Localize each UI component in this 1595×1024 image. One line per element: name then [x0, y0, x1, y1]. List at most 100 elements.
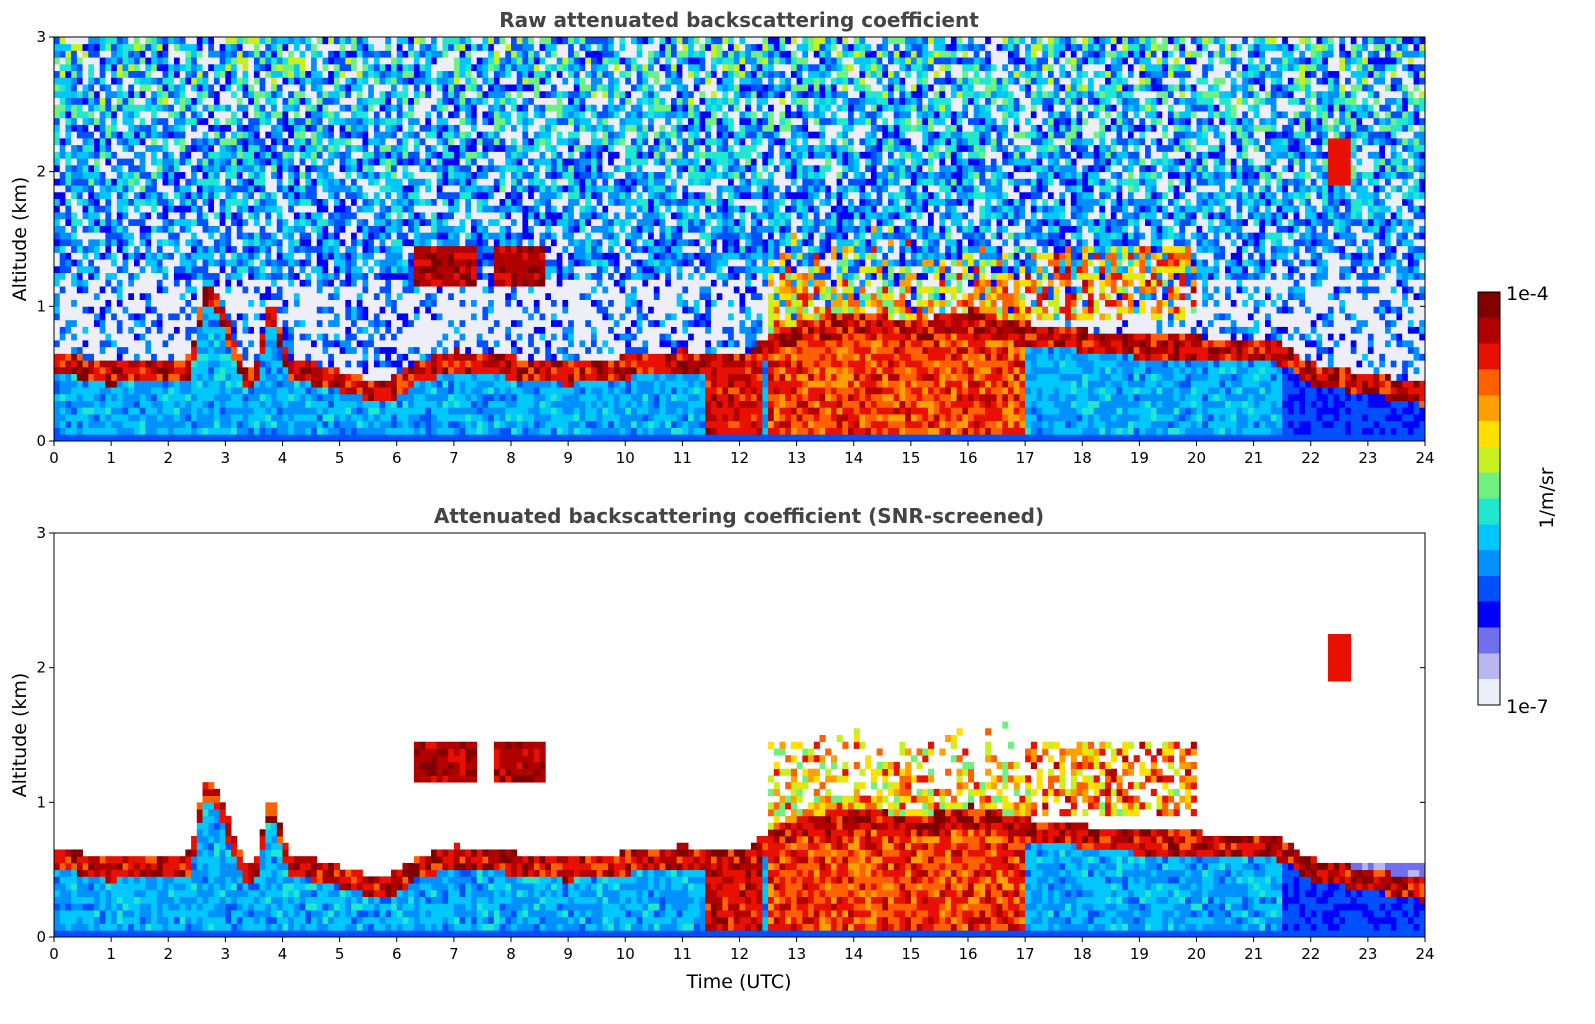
- heatmap-cell: [471, 164, 478, 173]
- heatmap-cell: [333, 434, 341, 442]
- heatmap-cell: [231, 366, 238, 375]
- heatmap-cell: [459, 313, 466, 321]
- heatmap-cell: [385, 259, 392, 267]
- heatmap-cell: [88, 205, 95, 213]
- heatmap-cell: [65, 131, 72, 139]
- heatmap-cell: [93, 171, 101, 179]
- heatmap-cell: [196, 77, 203, 85]
- heatmap-cell: [213, 111, 221, 119]
- heatmap-cell: [299, 178, 306, 186]
- heatmap-cell: [173, 77, 181, 85]
- heatmap-cell: [305, 400, 312, 408]
- heatmap-cell: [139, 205, 146, 213]
- heatmap-cell: [88, 198, 95, 206]
- heatmap-cell: [293, 245, 301, 253]
- heatmap-cell: [185, 272, 192, 280]
- heatmap-cell: [396, 37, 403, 45]
- heatmap-cell: [225, 414, 232, 422]
- heatmap-cell: [265, 205, 272, 213]
- heatmap-cell: [293, 124, 301, 132]
- heatmap-cell: [151, 252, 158, 260]
- heatmap-cell: [425, 104, 432, 112]
- heatmap-cell: [111, 427, 118, 435]
- heatmap-cell: [82, 97, 89, 105]
- heatmap-cell: [516, 178, 523, 186]
- heatmap-cell: [293, 144, 301, 152]
- heatmap-cell: [368, 407, 375, 415]
- heatmap-cell: [413, 434, 420, 442]
- heatmap-cell: [471, 138, 478, 146]
- heatmap-cell: [499, 198, 506, 206]
- heatmap-cell: [505, 340, 512, 348]
- heatmap-cell: [202, 205, 209, 213]
- heatmap-cell: [471, 326, 478, 334]
- heatmap-cell: [368, 70, 375, 78]
- heatmap-cell: [522, 97, 529, 105]
- heatmap-cell: [202, 366, 209, 375]
- heatmap-cell: [259, 380, 266, 388]
- heatmap-cell: [391, 306, 398, 314]
- heatmap-cell: [253, 239, 261, 247]
- heatmap-cell: [208, 158, 215, 166]
- heatmap-cell: [173, 151, 181, 159]
- heatmap-cell: [202, 104, 209, 112]
- heatmap-cell: [408, 185, 415, 193]
- heatmap-cell: [145, 333, 152, 341]
- heatmap-cell: [71, 205, 78, 213]
- heatmap-cell: [139, 218, 146, 226]
- heatmap-cell: [259, 239, 266, 247]
- heatmap-cell: [522, 380, 529, 388]
- heatmap-cell: [128, 306, 135, 314]
- heatmap-cell: [191, 286, 198, 294]
- heatmap-cell: [145, 420, 152, 428]
- heatmap-cell: [311, 373, 318, 381]
- heatmap-cell: [408, 366, 415, 375]
- heatmap-cell: [408, 124, 415, 132]
- heatmap-cell: [253, 286, 261, 294]
- heatmap-cell: [516, 434, 523, 442]
- heatmap-cell: [259, 70, 266, 78]
- heatmap-cell: [419, 90, 426, 98]
- heatmap-cell: [88, 111, 95, 119]
- heatmap-cell: [356, 286, 363, 294]
- heatmap-cell: [71, 77, 78, 85]
- heatmap-cell: [436, 117, 443, 125]
- heatmap-cell: [99, 360, 106, 368]
- heatmap-cell: [305, 340, 312, 348]
- heatmap-cell: [499, 124, 506, 132]
- heatmap-cell: [111, 434, 118, 442]
- heatmap-cell: [236, 333, 243, 341]
- heatmap-cell: [99, 43, 106, 51]
- heatmap-cell: [328, 63, 335, 72]
- heatmap-cell: [116, 37, 123, 45]
- heatmap-cell: [253, 43, 261, 51]
- heatmap-cell: [168, 50, 175, 58]
- heatmap-cell: [482, 198, 489, 206]
- heatmap-cell: [316, 84, 323, 92]
- heatmap-cell: [362, 340, 369, 348]
- heatmap-cell: [76, 353, 83, 361]
- heatmap-cell: [442, 326, 449, 334]
- heatmap-cell: [373, 37, 381, 45]
- heatmap-cell: [191, 299, 198, 307]
- heatmap-cell: [511, 366, 518, 375]
- heatmap-cell: [122, 346, 129, 354]
- heatmap-cell: [162, 265, 169, 274]
- heatmap-cell: [282, 333, 289, 341]
- heatmap-cell: [436, 50, 443, 58]
- heatmap-cell: [379, 131, 386, 139]
- heatmap-cell: [196, 407, 203, 415]
- heatmap-cell: [236, 212, 243, 220]
- heatmap-cell: [362, 239, 369, 247]
- heatmap-cell: [139, 138, 146, 146]
- heatmap-cell: [248, 239, 255, 247]
- heatmap-cell: [88, 265, 95, 274]
- heatmap-cell: [191, 427, 198, 435]
- heatmap-cell: [305, 84, 312, 92]
- heatmap-cell: [402, 414, 409, 422]
- heatmap-cell: [299, 366, 306, 375]
- heatmap-cell: [379, 232, 386, 240]
- heatmap-cell: [282, 400, 289, 408]
- heatmap-cell: [231, 239, 238, 247]
- heatmap-cell: [311, 272, 318, 280]
